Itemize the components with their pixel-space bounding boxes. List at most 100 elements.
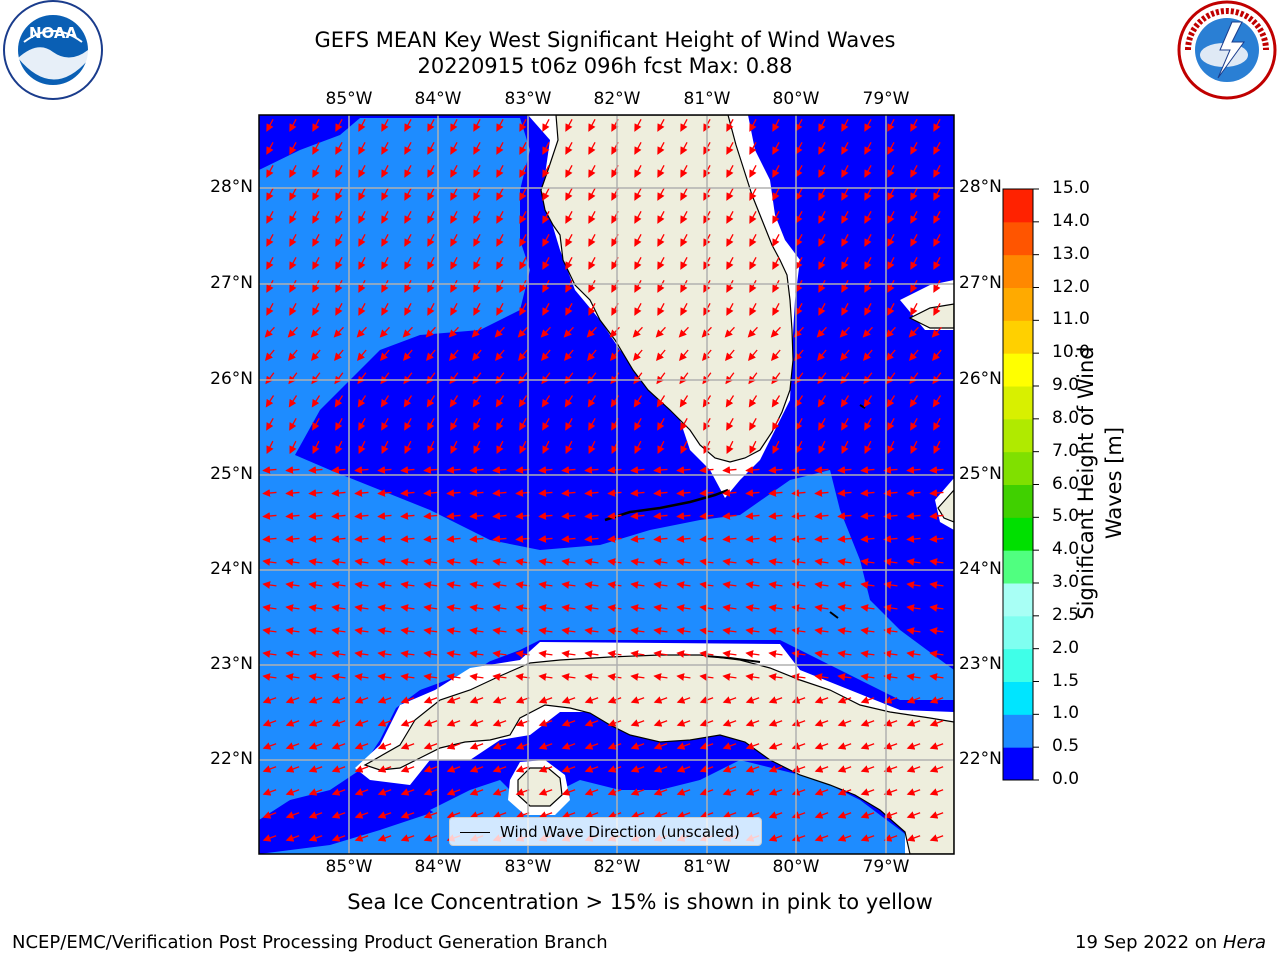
wind-wave-arrow (561, 811, 576, 819)
wind-wave-arrow (335, 440, 343, 455)
wind-wave-arrow (446, 742, 461, 750)
wind-wave-arrow (427, 187, 435, 201)
wind-wave-arrow (377, 811, 392, 819)
wind-wave-arrow (933, 279, 941, 293)
wave-height-0p5-1-region (259, 620, 520, 815)
wind-wave-arrow (285, 604, 300, 612)
wind-wave-arrow (772, 302, 780, 316)
wind-wave-arrow (929, 834, 944, 842)
wind-wave-arrow (768, 558, 783, 566)
wind-wave-arrow (725, 395, 735, 408)
wind-wave-arrow (542, 118, 550, 132)
wind-wave-arrow (289, 141, 297, 155)
wind-wave-arrow (818, 418, 826, 431)
wind-wave-arrow (285, 489, 300, 497)
wind-wave-arrow (446, 719, 461, 727)
colorbar-bin (1003, 189, 1033, 223)
wind-wave-arrow (400, 650, 415, 658)
wind-wave-arrow (630, 696, 645, 704)
wind-wave-arrow (289, 118, 297, 132)
wind-wave-arrow (795, 118, 803, 132)
wind-wave-arrow (265, 349, 275, 361)
map-gridlines (259, 115, 954, 854)
wind-wave-arrow (423, 466, 438, 474)
wind-wave-arrow (542, 164, 550, 178)
wind-wave-arrow (772, 418, 780, 431)
wind-wave-arrow (653, 696, 668, 704)
wind-wave-arrow (676, 719, 691, 727)
wind-wave-arrow (587, 395, 597, 408)
wind-wave-arrow (518, 395, 528, 408)
lat-tick-right: 23°N (959, 654, 1002, 674)
wind-wave-arrow (630, 742, 645, 750)
wind-wave-arrow (354, 788, 369, 796)
wind-wave-arrow (906, 834, 921, 842)
wind-wave-arrow (285, 581, 300, 589)
lat-tick-right: 24°N (959, 559, 1002, 579)
wind-wave-arrow (542, 187, 550, 201)
wind-wave-arrow (519, 233, 527, 247)
wind-wave-arrow (768, 489, 783, 497)
wind-wave-arrow (864, 302, 872, 316)
wind-wave-arrow (841, 233, 849, 247)
wind-wave-arrow (887, 118, 895, 132)
wind-wave-arrow (584, 604, 599, 612)
wind-wave-arrow (492, 466, 507, 474)
wind-wave-arrow (725, 349, 735, 361)
wind-wave-arrow (354, 673, 369, 681)
wind-wave-arrow (354, 696, 369, 704)
wind-wave-arrow (656, 349, 666, 361)
wind-wave-arrow (588, 440, 596, 455)
wind-wave-arrow (492, 696, 507, 704)
wind-wave-arrow (656, 395, 666, 408)
wind-wave-arrow (679, 349, 689, 361)
wind-wave-arrow (653, 466, 668, 474)
wind-wave-arrow (380, 349, 390, 361)
wind-wave-arrow (814, 673, 829, 681)
wind-wave-arrow (449, 349, 459, 361)
wind-wave-arrow (377, 604, 392, 612)
wind-wave-arrow (814, 604, 829, 612)
wind-wave-arrow (289, 164, 297, 178)
wind-wave-arrow (886, 349, 896, 361)
wind-wave-arrow (331, 466, 346, 474)
wind-wave-arrow (400, 788, 415, 796)
wind-wave-arrow (768, 581, 783, 589)
wind-wave-arrow (450, 440, 458, 455)
wind-wave-arrow (262, 627, 277, 635)
wind-wave-arrow (607, 719, 622, 727)
wind-wave-arrow (354, 558, 369, 566)
noaa-logo-text: NOAA (29, 24, 78, 42)
wind-wave-arrow (561, 696, 576, 704)
wind-wave-arrow (492, 558, 507, 566)
wind-wave-arrow (308, 834, 323, 842)
wind-wave-arrow (289, 233, 297, 247)
plot-title: GEFS MEAN Key West Significant Height of… (314, 28, 896, 52)
wind-wave-arrow (676, 742, 691, 750)
wind-wave-arrow (561, 604, 576, 612)
wind-wave-arrow (515, 742, 530, 750)
wind-wave-arrow (772, 187, 780, 201)
wind-wave-arrow (404, 279, 412, 293)
wind-wave-arrow (910, 418, 918, 431)
wind-wave-arrow (541, 349, 551, 361)
wind-wave-arrow (450, 187, 458, 201)
wind-wave-arrow (538, 604, 553, 612)
wind-wave-arrow (653, 673, 668, 681)
wind-wave-arrow (334, 395, 344, 408)
wind-wave-arrow (331, 811, 346, 819)
wind-wave-arrow (450, 418, 458, 431)
wind-wave-arrow (791, 811, 806, 819)
wind-wave-arrow (377, 535, 392, 543)
wind-wave-arrow (538, 489, 553, 497)
wind-wave-arrow (469, 673, 484, 681)
wind-wave-arrow (748, 349, 758, 361)
wind-wave-arrow (379, 326, 390, 338)
wind-wave-arrow (496, 440, 504, 455)
wind-wave-arrow (335, 233, 343, 247)
colorbar-bin (1003, 583, 1033, 617)
colorbar-tick-label: 11.0 (1052, 309, 1090, 330)
wind-wave-arrow (404, 440, 412, 455)
wind-wave-arrow (518, 349, 528, 361)
wind-wave-arrow (564, 395, 574, 408)
